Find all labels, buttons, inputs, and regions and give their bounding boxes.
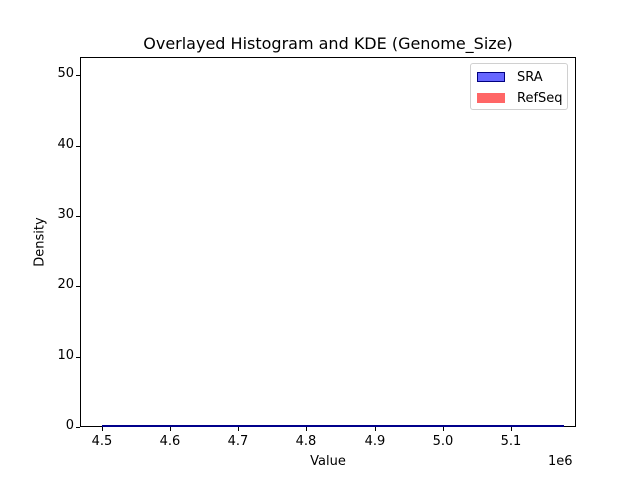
xtick-mark [511,427,512,431]
ytick-mark [76,427,80,428]
ytick-label: 10 [57,348,74,363]
xtick-mark [306,427,307,431]
legend-label-refseq: RefSeq [517,90,563,106]
legend-swatch-refseq [477,93,505,103]
x-axis-offset: 1e6 [548,454,573,469]
ytick-mark [76,357,80,358]
y-axis-label: Density [32,217,48,267]
legend-swatch-sra [477,72,505,82]
ytick-label: 30 [57,207,74,222]
ytick-label: 40 [57,137,74,152]
legend-label-sra: SRA [517,69,543,85]
xtick-label: 4.6 [159,434,181,449]
chart-title: Overlayed Histogram and KDE (Genome_Size… [143,34,513,53]
ytick-mark [76,216,80,217]
xtick-label: 4.8 [295,434,317,449]
ytick-mark [76,286,80,287]
xtick-label: 4.7 [227,434,249,449]
xtick-mark [443,427,444,431]
ytick-label: 0 [65,418,74,433]
legend: SRA RefSeq [470,63,568,110]
xtick-mark [170,427,171,431]
kde-line-sra [102,425,564,427]
legend-item-refseq: RefSeq [477,90,563,106]
xtick-label: 4.5 [91,434,113,449]
xtick-label: 5.1 [500,434,522,449]
ytick-label: 50 [57,66,74,81]
ytick-label: 20 [57,277,74,292]
xtick-mark [102,427,103,431]
legend-item-sra: SRA [477,69,543,85]
xtick-mark [238,427,239,431]
ytick-mark [76,75,80,76]
xtick-label: 5.0 [432,434,454,449]
xtick-label: 4.9 [364,434,386,449]
x-axis-label: Value [310,454,346,469]
ytick-mark [76,146,80,147]
xtick-mark [375,427,376,431]
